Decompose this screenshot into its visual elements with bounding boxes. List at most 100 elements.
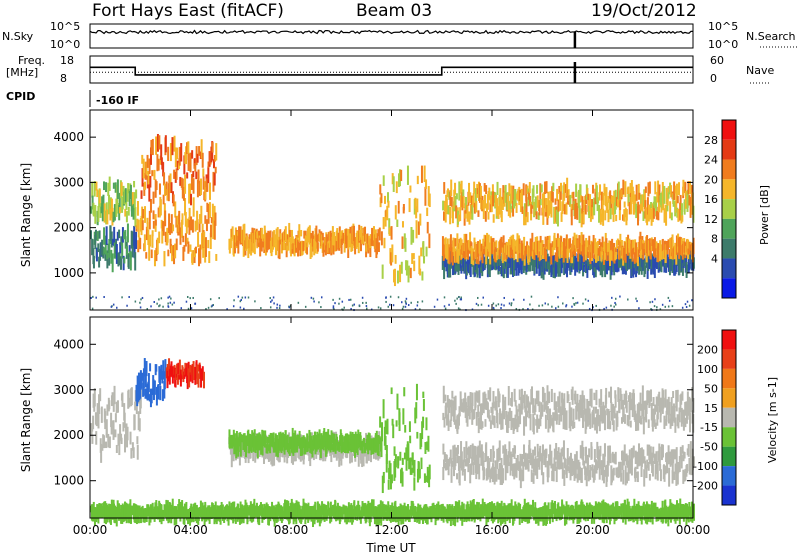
power-cell — [202, 241, 205, 258]
velocity-cell — [451, 390, 454, 399]
velocity-cell — [349, 431, 352, 446]
velocity-cell — [257, 441, 260, 451]
velocity-cell — [515, 506, 518, 514]
power-cell — [645, 250, 648, 263]
velocity-cell — [449, 399, 452, 408]
velocity-cell — [331, 432, 334, 444]
velocity-cell — [680, 407, 683, 427]
power-cell — [544, 181, 547, 194]
power-cell — [561, 242, 564, 255]
power-cell — [160, 157, 163, 166]
power-cell — [476, 188, 479, 195]
power-cell — [302, 240, 305, 252]
velocity-cell — [143, 358, 146, 377]
velocity-cell — [455, 419, 458, 429]
colorbar-swatch — [722, 278, 736, 298]
velocity-cell — [480, 403, 483, 416]
power-cell — [186, 237, 189, 244]
velocity-cell — [643, 469, 646, 487]
power-noise-cell — [209, 298, 212, 301]
velocity-cell — [134, 401, 137, 411]
power-cell — [152, 210, 155, 220]
velocity-cell — [664, 389, 667, 400]
power-noise-cell — [495, 304, 497, 307]
power-cell — [409, 267, 412, 279]
power-cell — [483, 183, 486, 192]
velocity-cell — [580, 467, 583, 483]
velocity-cell — [264, 435, 267, 444]
velocity-cell — [462, 459, 465, 469]
power-noise-cell — [688, 304, 691, 307]
velocity-cell — [564, 416, 567, 430]
power-cell — [500, 196, 503, 215]
power-cell — [637, 241, 640, 250]
velocity-cell — [484, 419, 487, 427]
velocity-cell — [362, 437, 365, 445]
power-cell — [208, 182, 211, 200]
power-noise-cell — [189, 297, 191, 300]
velocity-colorbar-title: Velocity [m s-1] — [766, 377, 779, 463]
power-cell — [287, 239, 290, 251]
power-cell — [444, 203, 447, 223]
power-cell — [621, 260, 624, 275]
power-cell — [146, 154, 149, 168]
velocity-cell — [680, 454, 683, 469]
velocity-cell — [658, 508, 661, 516]
velocity-cell — [625, 453, 628, 466]
velocity-cell — [118, 504, 121, 519]
power-cell — [194, 220, 197, 232]
power-noise-cell — [667, 296, 670, 299]
power-cell — [123, 189, 126, 205]
power-cell — [211, 142, 214, 153]
velocity-cell — [270, 437, 273, 446]
velocity-cell — [625, 400, 628, 413]
colorbar-swatch — [722, 179, 736, 200]
power-cell — [321, 232, 324, 241]
velocity-cell — [540, 460, 543, 476]
velocity-cell — [362, 447, 365, 467]
power-cell — [231, 226, 234, 240]
velocity-cell — [460, 441, 463, 458]
power-cell — [167, 146, 170, 161]
power-noise-cell — [605, 306, 608, 309]
power-cell — [116, 179, 119, 199]
power-cell — [520, 240, 523, 259]
velocity-cell — [497, 447, 500, 462]
power-cell — [129, 251, 132, 271]
velocity-cell — [519, 405, 522, 425]
power-noise-cell — [167, 305, 169, 308]
power-cell — [638, 192, 641, 200]
power-cell — [692, 237, 695, 255]
power-noise-cell — [456, 297, 458, 300]
power-cell — [660, 192, 663, 208]
velocity-cell — [200, 509, 203, 516]
velocity-cell — [233, 501, 236, 516]
power-cell — [124, 208, 127, 217]
power-cell — [462, 189, 465, 197]
velocity-cell — [473, 445, 476, 463]
velocity-cell — [388, 467, 391, 480]
power-cell — [471, 204, 474, 220]
power-cell — [521, 193, 524, 208]
velocity-cell — [246, 508, 249, 523]
velocity-cell — [682, 409, 685, 422]
power-cell — [655, 196, 658, 217]
power-cell — [329, 230, 332, 241]
power-cell — [332, 245, 335, 255]
power-cell — [155, 181, 158, 191]
power-cell — [674, 242, 677, 258]
power-cell — [380, 231, 383, 246]
power-cell — [169, 142, 172, 162]
power-cell — [112, 182, 115, 189]
power-cell — [108, 176, 111, 191]
power-cell — [490, 191, 493, 199]
power-cell — [393, 268, 396, 287]
power-cell — [297, 239, 300, 257]
velocity-cell — [563, 407, 566, 422]
power-cell — [481, 247, 484, 264]
velocity-cell — [188, 368, 191, 388]
power-noise-cell — [433, 305, 436, 308]
power-cell — [643, 190, 646, 210]
velocity-cell — [415, 402, 418, 419]
power-cell — [111, 253, 114, 273]
